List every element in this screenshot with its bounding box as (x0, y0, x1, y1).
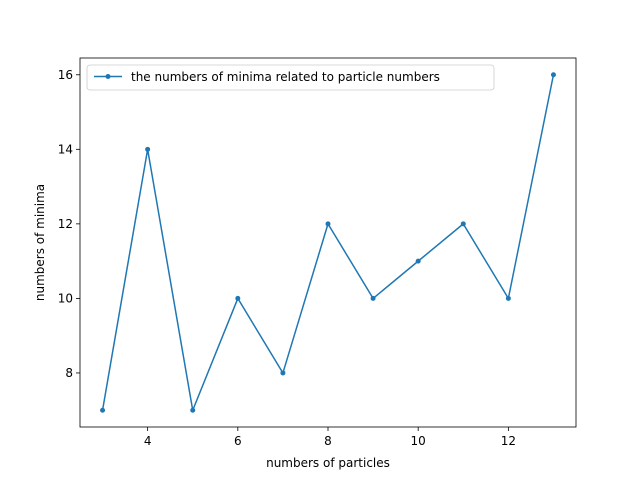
y-axis: 8 10 12 14 16 (58, 68, 80, 380)
legend: the numbers of minima related to particl… (86, 64, 495, 91)
y-tick-label: 16 (58, 68, 73, 82)
x-tick-label: 12 (501, 434, 516, 448)
data-point (505, 295, 511, 301)
x-tick-label: 8 (324, 434, 332, 448)
x-axis-label: numbers of particles (266, 456, 390, 470)
legend-marker-swatch (105, 74, 111, 79)
data-point (460, 221, 466, 227)
data-point (325, 221, 331, 227)
y-tick-label: 14 (58, 142, 73, 156)
plot-area (100, 72, 556, 413)
y-tick-label: 12 (58, 217, 73, 231)
x-tick-label: 10 (411, 434, 426, 448)
data-point (100, 407, 106, 413)
data-point (550, 72, 556, 78)
x-tick-label: 6 (234, 434, 242, 448)
y-axis-label: numbers of minima (33, 184, 47, 301)
data-point (235, 295, 241, 301)
data-point (280, 370, 286, 376)
x-tick-label: 4 (144, 434, 152, 448)
legend-entry-label: the numbers of minima related to particl… (131, 70, 440, 84)
data-point (145, 146, 151, 152)
data-point (370, 295, 376, 301)
y-tick-label: 8 (65, 366, 73, 380)
data-point (415, 258, 421, 264)
y-tick-label: 10 (58, 291, 73, 305)
legend-box (86, 64, 495, 91)
x-axis: 4 6 8 10 12 (144, 427, 516, 448)
data-point (190, 407, 196, 413)
